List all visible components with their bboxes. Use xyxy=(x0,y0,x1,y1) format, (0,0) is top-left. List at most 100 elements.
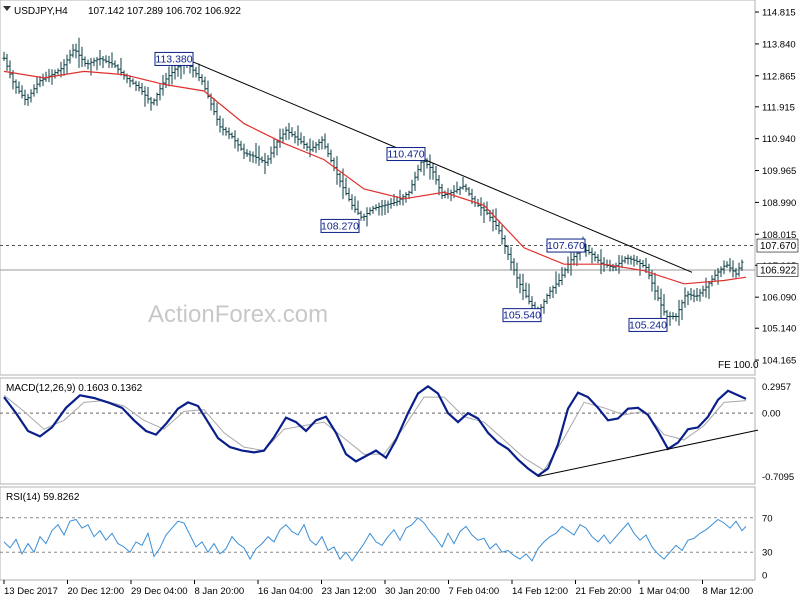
price-bar xyxy=(692,289,696,303)
price-bar xyxy=(152,98,156,106)
price-bar xyxy=(434,166,438,185)
price-bar xyxy=(377,202,381,216)
price-bar xyxy=(656,285,660,302)
price-bar xyxy=(731,260,735,278)
price-bar xyxy=(281,128,285,144)
price-bar xyxy=(224,126,228,136)
price-bar xyxy=(365,207,369,227)
price-level-value: 106.922 xyxy=(756,263,799,277)
price-bar xyxy=(593,251,597,262)
price-bar xyxy=(146,86,150,104)
price-bar xyxy=(203,76,207,91)
price-bar xyxy=(563,267,567,278)
price-bar xyxy=(638,258,642,276)
price-bar xyxy=(518,273,522,294)
macd-layer: MACD(12,26,9) 0.1603 0.1362 xyxy=(0,383,759,478)
price-bar xyxy=(716,267,720,285)
price-bar xyxy=(713,270,717,281)
chart-header: USDJPY,H4 107.142 107.289 106.702 106.92… xyxy=(3,6,241,17)
x-tick-label: 30 Jan 20:00 xyxy=(385,586,440,597)
price-bar xyxy=(623,256,627,264)
price-bar xyxy=(590,247,594,264)
price-bar xyxy=(170,62,174,85)
price-bar xyxy=(368,207,372,216)
price-bar xyxy=(728,258,732,273)
price-bar xyxy=(107,55,111,68)
price-bar xyxy=(140,83,144,95)
macd-panel-frame xyxy=(0,377,756,485)
price-bar xyxy=(104,55,108,64)
price-bar xyxy=(227,127,231,140)
ohlc-values: 107.142 107.289 106.702 106.922 xyxy=(88,6,241,17)
price-bar xyxy=(137,81,141,92)
price-bar xyxy=(641,259,645,268)
price-bar xyxy=(218,115,222,133)
price-bar xyxy=(83,56,87,67)
price-bar xyxy=(323,133,327,150)
price-bar xyxy=(689,287,693,301)
price-bar xyxy=(740,259,744,271)
price-bar xyxy=(659,288,663,319)
price-bar xyxy=(344,177,348,196)
price-bar xyxy=(149,96,153,111)
price-bar xyxy=(245,149,249,157)
price-bar xyxy=(233,130,237,149)
price-bar xyxy=(80,46,84,67)
price-bar xyxy=(389,197,393,209)
price-bar xyxy=(404,192,408,203)
price-bar xyxy=(560,267,564,286)
price-annotation-label: 105.540 xyxy=(503,310,541,322)
rsi-y-tick-label: 70 xyxy=(762,513,773,524)
price-annotation-label: 110.470 xyxy=(387,149,424,161)
price-bar xyxy=(98,50,102,66)
price-bar xyxy=(530,296,534,311)
price-bar xyxy=(545,293,549,304)
price-bar xyxy=(65,54,69,74)
price-bar xyxy=(290,127,294,138)
price-bar xyxy=(455,181,459,194)
price-bar xyxy=(299,132,303,145)
price-bar xyxy=(362,213,366,221)
price-bar xyxy=(269,146,273,164)
fe-label: FE 100.0 xyxy=(718,360,759,371)
price-bar xyxy=(350,194,354,210)
price-bar xyxy=(116,64,120,74)
price-bar xyxy=(725,261,729,269)
price-bar xyxy=(509,247,513,271)
price-level-value-label: 106.922 xyxy=(760,265,797,276)
price-y-tick-label: 113.840 xyxy=(762,39,796,50)
price-level-value-label: 107.670 xyxy=(760,241,797,252)
price-level-value-box xyxy=(756,263,799,277)
price-bar xyxy=(572,250,576,266)
price-y-tick-label: 106.090 xyxy=(762,293,796,304)
price-bar xyxy=(296,125,300,146)
price-bar xyxy=(410,179,414,195)
price-bar xyxy=(557,273,561,287)
price-bar xyxy=(194,66,198,78)
x-tick-label: 7 Feb 04:00 xyxy=(449,586,500,597)
price-annotation: 108.270 xyxy=(320,218,360,233)
price-bar xyxy=(89,57,93,76)
price-bar xyxy=(551,285,555,299)
price-y-tick-label: 114.815 xyxy=(762,8,796,19)
price-bar xyxy=(212,97,216,116)
price-bar xyxy=(479,197,483,216)
price-bar xyxy=(383,199,387,215)
price-bar xyxy=(347,187,351,202)
price-y-tick-label: 108.990 xyxy=(762,198,796,209)
rsi-y-tick-label: 0 xyxy=(762,571,767,582)
price-bar xyxy=(527,283,531,305)
price-bar xyxy=(35,76,39,94)
price-bar xyxy=(737,262,741,277)
x-tick-label: 8 Mar 12:00 xyxy=(703,586,754,597)
price-bar xyxy=(5,53,9,71)
price-bar xyxy=(617,254,621,274)
moving-average-line xyxy=(3,70,747,285)
price-annotation: 113.380 xyxy=(154,51,194,66)
price-bar xyxy=(239,140,243,151)
x-tick-label: 1 Mar 04:00 xyxy=(639,586,690,597)
price-bar xyxy=(62,59,66,76)
price-panel-frame xyxy=(0,0,756,376)
price-bar xyxy=(119,57,123,76)
price-bar xyxy=(272,137,276,158)
